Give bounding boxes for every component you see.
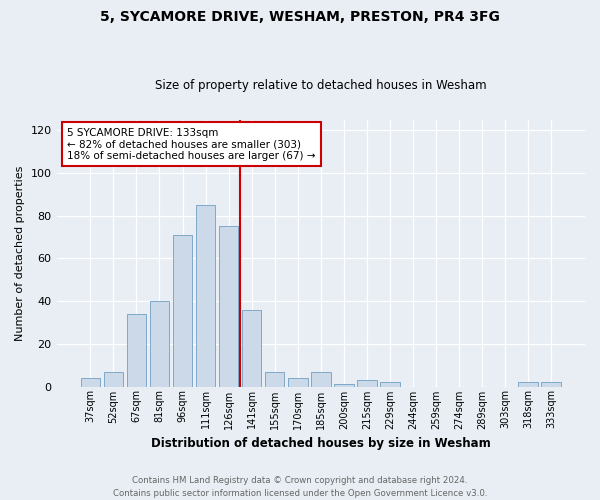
Title: Size of property relative to detached houses in Wesham: Size of property relative to detached ho… — [155, 79, 487, 92]
Bar — [380, 382, 400, 386]
Bar — [541, 382, 561, 386]
Bar — [288, 378, 308, 386]
Text: 5, SYCAMORE DRIVE, WESHAM, PRESTON, PR4 3FG: 5, SYCAMORE DRIVE, WESHAM, PRESTON, PR4 … — [100, 10, 500, 24]
Bar — [196, 205, 215, 386]
Bar — [265, 372, 284, 386]
Bar — [311, 372, 331, 386]
Bar — [242, 310, 262, 386]
Bar — [357, 380, 377, 386]
Text: Contains HM Land Registry data © Crown copyright and database right 2024.
Contai: Contains HM Land Registry data © Crown c… — [113, 476, 487, 498]
Bar — [127, 314, 146, 386]
X-axis label: Distribution of detached houses by size in Wesham: Distribution of detached houses by size … — [151, 437, 491, 450]
Y-axis label: Number of detached properties: Number of detached properties — [15, 166, 25, 340]
Text: 5 SYCAMORE DRIVE: 133sqm
← 82% of detached houses are smaller (303)
18% of semi-: 5 SYCAMORE DRIVE: 133sqm ← 82% of detach… — [67, 128, 316, 161]
Bar — [104, 372, 123, 386]
Bar — [80, 378, 100, 386]
Bar — [173, 235, 193, 386]
Bar — [219, 226, 238, 386]
Bar — [334, 384, 353, 386]
Bar — [518, 382, 538, 386]
Bar — [149, 301, 169, 386]
